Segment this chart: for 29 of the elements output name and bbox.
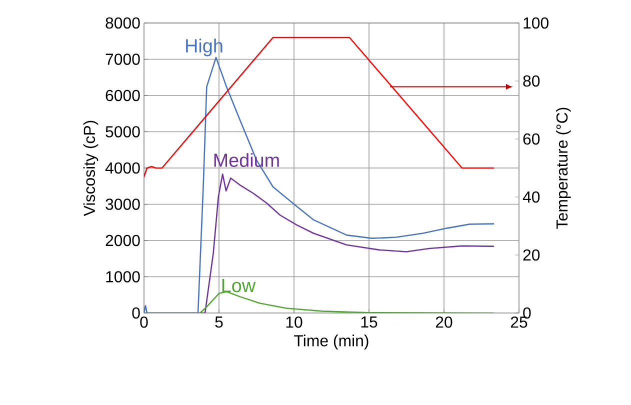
y-tick-label: 1000 [106, 271, 140, 282]
y2-tick-label: 40 [522, 191, 540, 203]
y2-tick-label: 0 [523, 307, 531, 319]
line-series [144, 290, 494, 313]
line-series [144, 56, 494, 313]
y-tick-label: 2000 [106, 234, 140, 246]
x-axis-title: Time (min) [294, 334, 368, 350]
y-tick-label: 5000 [106, 126, 140, 138]
series-label: Low [222, 279, 256, 292]
y2-axis-title: Temperature (°C) [556, 108, 571, 229]
x-tick-label: 20 [436, 316, 452, 328]
y-tick-label: 8000 [106, 17, 140, 29]
series-label: High [186, 38, 222, 56]
x-tick-label: 10 [286, 316, 302, 328]
x-tick-label: 15 [361, 316, 378, 328]
x-tick-label: 5 [215, 316, 223, 328]
line-series [144, 36, 494, 178]
y-tick-label: 0 [132, 307, 140, 319]
y-axis-title: Viscosity (cP) [83, 120, 98, 216]
y2-tick-label: 80 [523, 75, 540, 87]
y-tick-label: 3000 [106, 198, 140, 210]
x-tick-label: 25 [510, 316, 528, 328]
y2-tick-label: 100 [524, 17, 548, 29]
y-tick-label: 7000 [106, 54, 140, 65]
y-tick-label: 4000 [105, 162, 140, 174]
y2-tick-label: 60 [523, 133, 540, 145]
x-tick-label: 0 [140, 316, 148, 328]
y2-tick-label: 20 [523, 249, 540, 261]
y-tick-label: 6000 [106, 90, 140, 102]
